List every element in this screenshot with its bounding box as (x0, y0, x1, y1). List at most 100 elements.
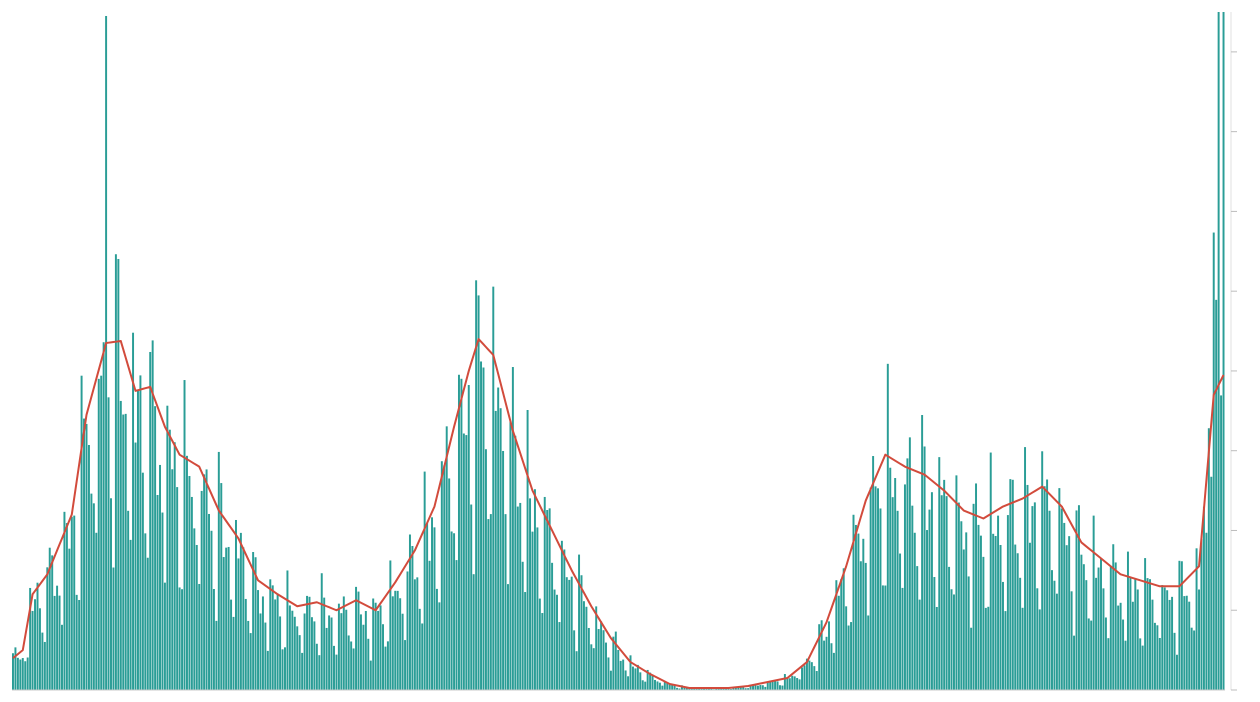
bar (756, 685, 759, 690)
bar (801, 667, 804, 690)
bar (595, 606, 598, 690)
bar (12, 653, 14, 690)
bar (102, 342, 105, 690)
bar (891, 497, 894, 690)
bar (217, 451, 220, 690)
bar (264, 622, 267, 690)
bar (578, 554, 581, 690)
bar (641, 680, 644, 690)
bar (636, 664, 639, 690)
bar (345, 609, 348, 690)
bar (433, 527, 436, 690)
bar (132, 332, 135, 690)
moving-average-line (12, 338, 1225, 690)
bar (284, 647, 286, 690)
bar (977, 524, 980, 690)
bar (38, 608, 41, 690)
bar (313, 621, 316, 690)
bar (281, 649, 284, 690)
axes-group (12, 12, 1237, 691)
bar (661, 685, 664, 690)
bar (769, 680, 772, 690)
bar (1092, 515, 1095, 690)
bar (1161, 585, 1164, 690)
bar (105, 15, 108, 691)
bar (1028, 542, 1031, 690)
bar (286, 570, 289, 690)
bar (190, 496, 193, 690)
line-group (12, 338, 1225, 690)
bar (1139, 638, 1142, 690)
bar (695, 688, 698, 690)
bar (421, 623, 424, 690)
bar (489, 514, 492, 690)
bar (921, 415, 924, 690)
bar (450, 531, 453, 690)
bar (225, 547, 228, 690)
bar (1104, 617, 1107, 690)
bar (1024, 447, 1027, 690)
bar (776, 681, 779, 690)
bar (840, 578, 843, 690)
bar (269, 579, 272, 690)
bar (65, 523, 68, 690)
bar (396, 590, 399, 690)
bar (828, 621, 830, 690)
bar (1207, 428, 1210, 690)
bar (651, 674, 654, 690)
bar (235, 519, 237, 690)
bar (453, 533, 456, 690)
bar (215, 620, 218, 690)
bar (114, 254, 117, 691)
bar (1100, 558, 1102, 690)
bar (1082, 564, 1085, 690)
bar (499, 408, 502, 690)
bar (325, 627, 328, 690)
bar (808, 660, 811, 690)
bar (1129, 577, 1132, 690)
bar (257, 590, 260, 690)
bar (1002, 581, 1004, 690)
bar (680, 685, 683, 690)
bar (781, 685, 784, 690)
bar (573, 630, 576, 690)
bar (612, 636, 615, 690)
bar (406, 571, 409, 690)
bar (230, 599, 233, 690)
bar (879, 508, 882, 690)
bar (48, 547, 51, 690)
bar (198, 583, 201, 690)
bar (1080, 554, 1083, 690)
bar (56, 585, 59, 690)
bar (619, 660, 622, 690)
bar (494, 410, 497, 690)
bar (1090, 620, 1093, 690)
bar (484, 449, 487, 690)
bar (570, 576, 573, 690)
bar (1114, 562, 1117, 690)
bar (1217, 12, 1220, 690)
bar (63, 511, 66, 690)
bar (1171, 596, 1174, 690)
bar (607, 657, 610, 690)
bar (323, 597, 326, 690)
bar (181, 589, 184, 690)
bar (1073, 635, 1076, 690)
bar (622, 659, 625, 690)
bar (830, 643, 833, 690)
bar (492, 286, 495, 690)
bar (134, 442, 137, 690)
bar (916, 566, 919, 690)
bar (852, 514, 855, 690)
bar (178, 587, 181, 690)
bar (707, 688, 710, 690)
bar (551, 562, 554, 690)
bar (1112, 544, 1115, 690)
bar (252, 552, 255, 690)
bar (222, 557, 225, 690)
bar (1163, 587, 1166, 690)
bar (747, 688, 750, 690)
bar (685, 687, 688, 690)
bar (330, 617, 333, 690)
